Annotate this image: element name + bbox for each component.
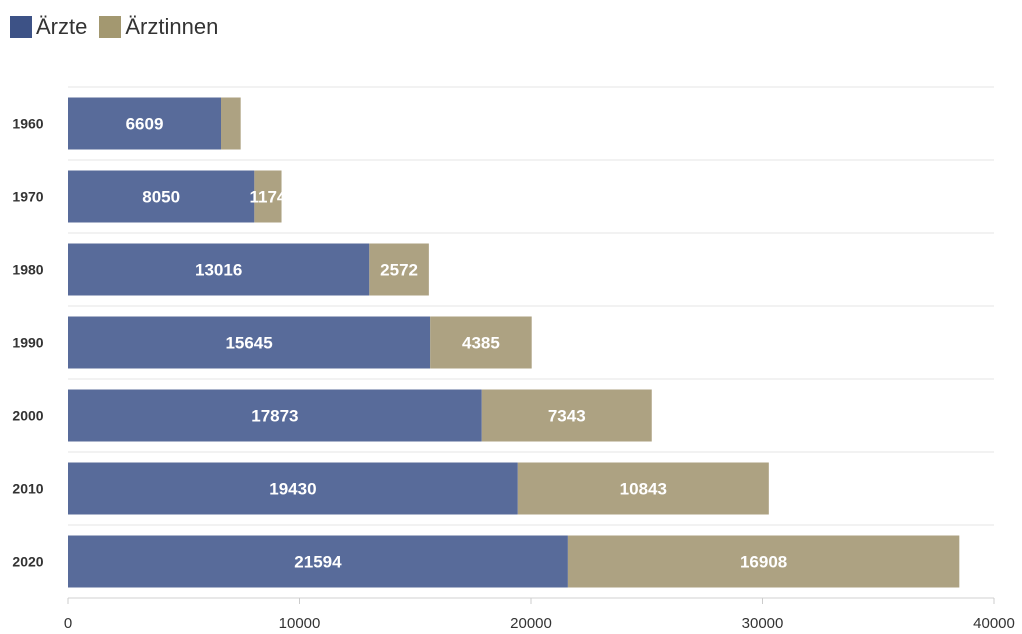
bar-aerzte-1960[interactable]: [68, 97, 221, 150]
bar-aerzte-1990[interactable]: [68, 316, 431, 369]
data-label: 16908: [740, 553, 787, 572]
data-label: 15645: [225, 334, 272, 353]
data-label: 17873: [251, 407, 298, 426]
data-label: 2572: [380, 261, 418, 280]
bar-aerztinnen-2000[interactable]: [481, 389, 652, 442]
bar-aerztinnen-1970[interactable]: [254, 170, 282, 223]
bar-aerztinnen-1980[interactable]: [369, 243, 429, 296]
x-tick-label: 40000: [973, 615, 1015, 632]
data-label: 13016: [195, 261, 242, 280]
category-label: 1990: [12, 335, 43, 351]
category-label: 2000: [12, 408, 43, 424]
legend-item-aerzte[interactable]: Ärzte: [10, 14, 87, 40]
data-label: 21594: [294, 553, 342, 572]
x-tick-label: 0: [64, 615, 72, 632]
data-label: 7343: [548, 407, 586, 426]
category-label: 1980: [12, 262, 43, 278]
bar-aerzte-2020[interactable]: [68, 535, 568, 588]
bar-aerzte-1980[interactable]: [68, 243, 370, 296]
bar-aerztinnen-2020[interactable]: [567, 535, 960, 588]
category-label: 1960: [12, 116, 43, 132]
data-label: 4385: [462, 334, 500, 353]
legend-item-aerztinnen[interactable]: Ärztinnen: [99, 14, 218, 40]
bar-aerzte-2000[interactable]: [68, 389, 482, 442]
legend-swatch-aerzte: [10, 16, 32, 38]
x-tick-label: 10000: [279, 615, 321, 632]
bar-aerztinnen-1990[interactable]: [430, 316, 532, 369]
data-label: 8050: [142, 188, 180, 207]
chart-legend: Ärzte Ärztinnen: [10, 12, 230, 42]
legend-label-aerzte: Ärzte: [36, 14, 88, 39]
bar-aerztinnen-2010[interactable]: [517, 462, 769, 515]
category-label: 2020: [12, 554, 43, 570]
bar-aerzte-1970[interactable]: [68, 170, 255, 223]
data-label: 6609: [126, 115, 164, 134]
bar-aerztinnen-1960[interactable]: [220, 97, 241, 150]
bar-aerzte-2010[interactable]: [68, 462, 518, 515]
x-tick-label: 30000: [742, 615, 784, 632]
category-label: 1970: [12, 189, 43, 205]
data-label: 1174: [250, 188, 287, 207]
data-label: 19430: [269, 480, 316, 499]
category-label: 2010: [12, 481, 43, 497]
x-tick-label: 20000: [510, 615, 552, 632]
legend-label-aerztinnen: Ärztinnen: [125, 14, 219, 39]
data-label: 10843: [620, 480, 667, 499]
legend-swatch-aerztinnen: [99, 16, 122, 38]
